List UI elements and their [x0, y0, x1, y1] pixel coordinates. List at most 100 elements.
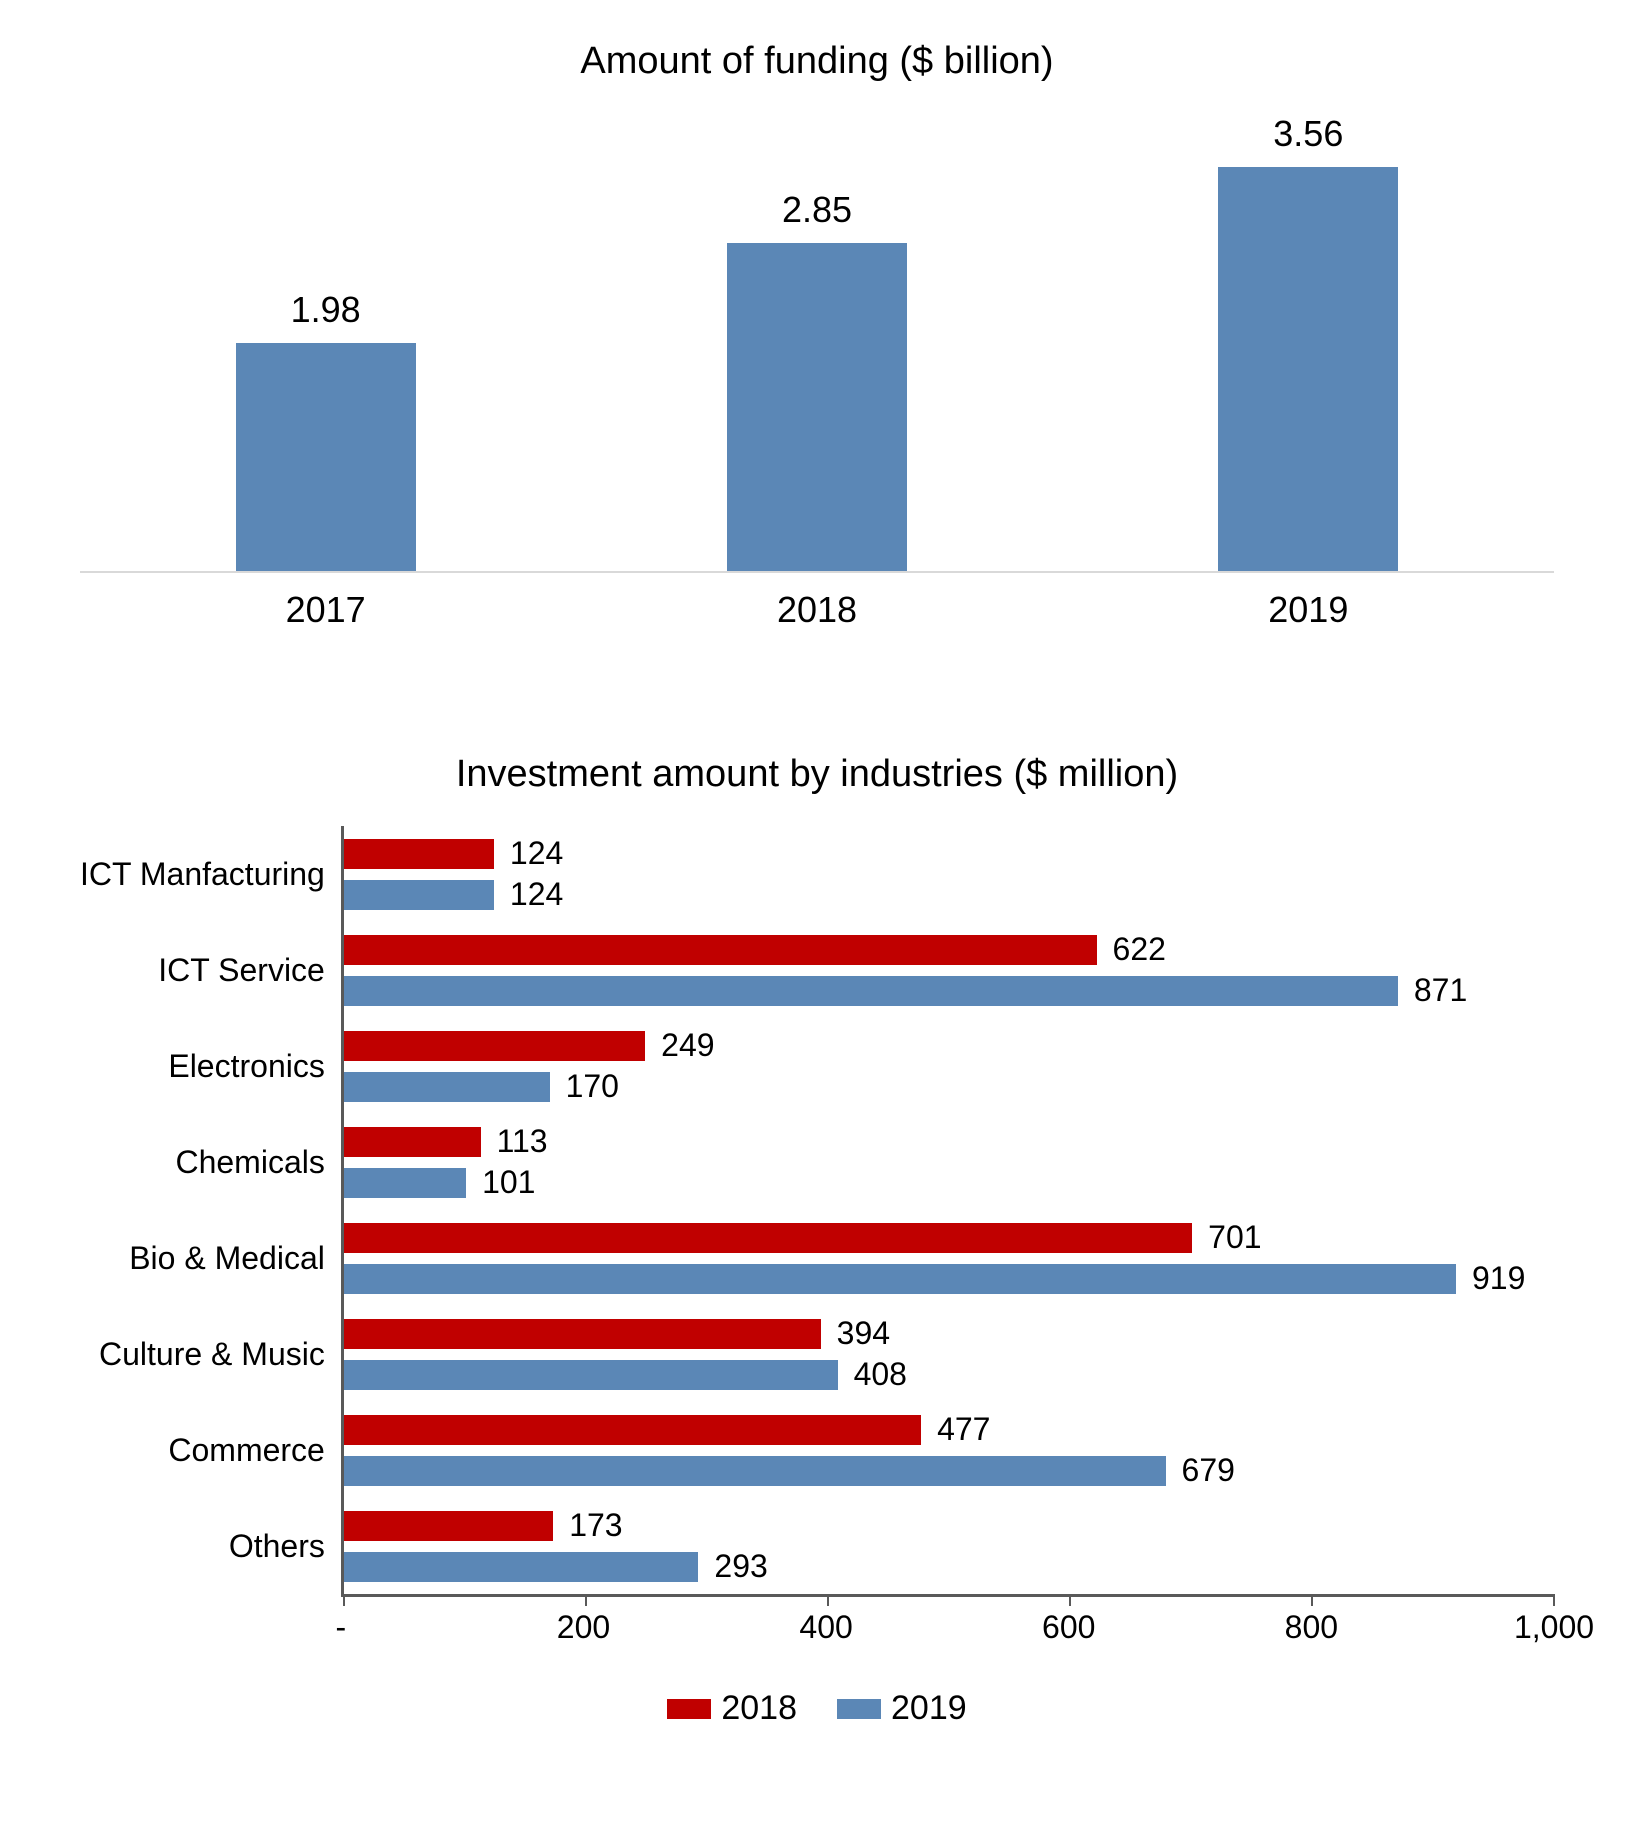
industry-bar-rect: [344, 839, 494, 869]
funding-bar-2018: 2.85: [571, 113, 1062, 571]
industry-bar-value: 249: [661, 1027, 714, 1064]
industry-bar-value: 477: [937, 1411, 990, 1448]
industry-bar-value: 101: [482, 1164, 535, 1201]
industry-x-ticks: [344, 1594, 1554, 1602]
funding-x-labels: 2017 2018 2019: [80, 573, 1554, 631]
industry-bar-2019: 408: [344, 1356, 1554, 1393]
industry-bar-rect: [344, 976, 1398, 1006]
industry-bar-2018: 173: [344, 1507, 1554, 1544]
industry-bar-2018: 477: [344, 1411, 1554, 1448]
industry-bar-rect: [344, 1127, 481, 1157]
industry-bar-value: 170: [566, 1068, 619, 1105]
funding-bar-rect: [236, 343, 416, 571]
industry-bar-value: 113: [497, 1123, 548, 1160]
industry-chart-plot: 1241246228712491701131017019193944084776…: [341, 826, 1554, 1597]
industry-category-label: Bio & Medical: [80, 1210, 325, 1306]
industry-bar-2019: 871: [344, 972, 1554, 1009]
funding-bar-2017: 1.98: [80, 113, 571, 571]
industry-category-label: Chemicals: [80, 1114, 325, 1210]
legend-swatch-2019: [837, 1699, 881, 1719]
industry-bar-value: 173: [569, 1507, 622, 1544]
industry-category-label: Commerce: [80, 1402, 325, 1498]
xtick-label: 400: [799, 1609, 852, 1646]
funding-chart-title: Amount of funding ($ billion): [40, 40, 1594, 83]
industry-bar-value: 124: [510, 876, 563, 913]
xtick-label: 800: [1285, 1609, 1338, 1646]
xtick-label: 600: [1042, 1609, 1095, 1646]
industry-bar-rect: [344, 1511, 553, 1541]
funding-chart-plot: 1.98 2.85 3.56: [80, 113, 1554, 573]
xtick-label: 200: [557, 1609, 610, 1646]
industry-bar-rect: [344, 1072, 550, 1102]
industry-category-label: Culture & Music: [80, 1306, 325, 1402]
funding-cat-1: 2018: [777, 589, 857, 631]
industry-bar-value: 408: [854, 1356, 907, 1393]
industry-category-label: ICT Service: [80, 922, 325, 1018]
industry-row: 701 919: [344, 1210, 1554, 1306]
industry-category-label: ICT Manfacturing: [80, 826, 325, 922]
xtick-label: -: [336, 1609, 347, 1646]
industry-category-label: Electronics: [80, 1018, 325, 1114]
industry-bar-value: 293: [714, 1548, 767, 1585]
industry-x-labels: -2004006008001,000: [341, 1609, 1554, 1659]
industry-bar-2018: 622: [344, 931, 1554, 968]
industry-chart: Investment amount by industries ($ milli…: [80, 753, 1554, 1728]
industry-bar-rect: [344, 935, 1097, 965]
legend-swatch-2018: [667, 1699, 711, 1719]
industry-bar-rect: [344, 1031, 645, 1061]
legend-label-2018: 2018: [721, 1689, 797, 1728]
industry-row: 394408: [344, 1306, 1554, 1402]
legend-2019: 2019: [837, 1689, 967, 1728]
industry-bar-value: 919: [1472, 1260, 1525, 1297]
industry-legend: 2018 2019: [80, 1689, 1554, 1728]
industry-bar-rect: [344, 1264, 1456, 1294]
industry-bar-2019: 170: [344, 1068, 1554, 1105]
funding-bar-rect: [727, 243, 907, 571]
funding-value-2019: 3.56: [1273, 113, 1343, 155]
industry-bar-rect: [344, 1415, 921, 1445]
xtick-mark: [585, 1594, 587, 1606]
industry-chart-title: Investment amount by industries ($ milli…: [80, 753, 1554, 796]
funding-value-2017: 1.98: [291, 289, 361, 331]
funding-bar-rect: [1218, 167, 1398, 571]
industry-bar-value: 622: [1113, 931, 1166, 968]
industry-row: 124124: [344, 826, 1554, 922]
industry-y-labels: ICT ManfacturingICT ServiceElectronicsCh…: [80, 826, 341, 1659]
xtick-mark: [343, 1594, 345, 1606]
xtick-mark: [1311, 1594, 1313, 1606]
industry-bar-value: 124: [510, 835, 563, 872]
funding-chart: 1.98 2.85 3.56 2017 2018 2019: [80, 113, 1554, 633]
industry-bar-2019: 101: [344, 1164, 1554, 1201]
industry-bar-2018: 394: [344, 1315, 1554, 1352]
industry-bar-2018: 701: [344, 1219, 1554, 1256]
industry-bar-rect: [344, 1456, 1166, 1486]
industry-bar-value: 394: [837, 1315, 890, 1352]
industry-bar-rect: [344, 880, 494, 910]
industry-bar-value: 679: [1182, 1452, 1235, 1489]
industry-bar-rect: [344, 1223, 1192, 1253]
legend-2018: 2018: [667, 1689, 797, 1728]
industry-bar-2019: 679: [344, 1452, 1554, 1489]
funding-cat-0: 2017: [286, 589, 366, 631]
legend-label-2019: 2019: [891, 1689, 967, 1728]
industry-bar-rect: [344, 1168, 466, 1198]
industry-bar-value: 701: [1208, 1219, 1261, 1256]
industry-row: 113101: [344, 1114, 1554, 1210]
industry-row: 249 170: [344, 1018, 1554, 1114]
xtick-mark: [827, 1594, 829, 1606]
industry-bar-rect: [344, 1360, 838, 1390]
industry-bar-2018: 124: [344, 835, 1554, 872]
xtick-label: 1,000: [1514, 1609, 1594, 1646]
industry-bar-2019: 919: [344, 1260, 1554, 1297]
funding-value-2018: 2.85: [782, 189, 852, 231]
industry-bar-2018: 249: [344, 1027, 1554, 1064]
xtick-mark: [1553, 1594, 1555, 1606]
industry-category-label: Others: [80, 1498, 325, 1594]
industry-row: 173 293: [344, 1498, 1554, 1594]
funding-bar-2019: 3.56: [1063, 113, 1554, 571]
industry-bar-2018: 113: [344, 1123, 1554, 1160]
industry-bar-value: 871: [1414, 972, 1467, 1009]
industry-row: 477 679: [344, 1402, 1554, 1498]
industry-row: 622 871: [344, 922, 1554, 1018]
industry-bar-2019: 124: [344, 876, 1554, 913]
